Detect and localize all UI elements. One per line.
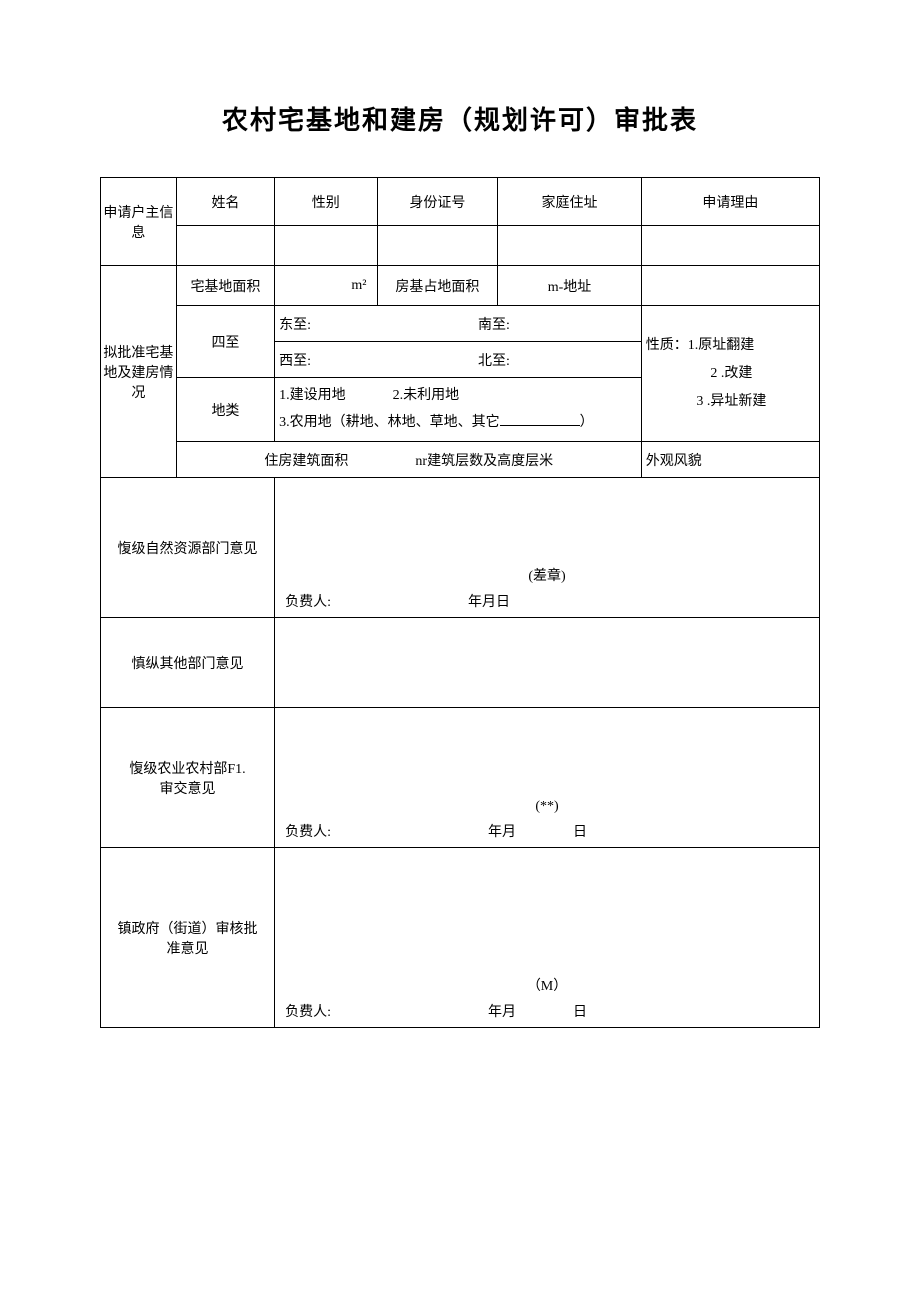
nature-3: 3 .异址新建 — [696, 394, 766, 409]
building-area-label: 住房建筑面积 — [264, 454, 348, 469]
natural-resources-date: 年月日 — [468, 595, 510, 610]
homestead-area-unit[interactable]: m² — [275, 266, 377, 306]
applicant-gender-label: 性别 — [275, 178, 377, 226]
house-area-blank[interactable] — [641, 266, 819, 306]
landtype-1: 1.建设用地 — [279, 388, 346, 403]
natural-resources-seal: (差章) — [281, 565, 813, 585]
proposed-section-label: 拟批准宅基地及建房情况 — [101, 266, 177, 478]
applicant-id-value[interactable] — [377, 226, 498, 266]
agri-rural-label-line2: 审交意见 — [103, 778, 272, 798]
floors-label: nr建筑层数及高度层米 — [415, 454, 553, 469]
nature-1: 1.原址翻建 — [688, 338, 755, 353]
agri-rural-date-ym: 年月 — [488, 825, 516, 840]
natural-resources-label: 愎级自然资源部门意见 — [101, 478, 275, 618]
house-area-label: 房基占地面积 — [377, 266, 498, 306]
landtype-2: 2.未利用地 — [393, 388, 460, 403]
agri-rural-date-d: 日 — [573, 825, 587, 840]
town-gov-seal: （M） — [281, 975, 813, 995]
natural-resources-signer: 负费人: — [285, 595, 331, 610]
applicant-section-label: 申请户主信息 — [101, 178, 177, 266]
south-label: 南至: — [478, 318, 510, 333]
west-label: 西至: — [279, 354, 311, 369]
applicant-id-label: 身份证号 — [377, 178, 498, 226]
landtype-3-prefix: 3.农用地（耕地、林地、草地、其它 — [279, 415, 500, 430]
sizhi-label: 四至 — [176, 306, 274, 378]
town-gov-opinion[interactable]: （M） 负费人: 年月 日 — [275, 848, 820, 1028]
nature-2: 2 .改建 — [710, 366, 752, 381]
applicant-reason-label: 申请理由 — [641, 178, 819, 226]
applicant-address-value[interactable] — [498, 226, 641, 266]
landtype-label: 地类 — [176, 378, 274, 442]
sizhi-east-south[interactable]: 东至: 南至: — [275, 306, 642, 342]
building-floors-cell[interactable]: 住房建筑面积 nr建筑层数及高度层米 — [176, 442, 641, 478]
page-title: 农村宅基地和建房（规划许可）审批表 — [100, 100, 820, 137]
landtype-3-suffix: ） — [580, 415, 594, 430]
town-gov-label: 镇政府（街道）审核批 准意见 — [101, 848, 275, 1028]
homestead-area-label: 宅基地面积 — [176, 266, 274, 306]
town-gov-date-ym: 年月 — [488, 1005, 516, 1020]
town-gov-label-line1: 镇政府（街道）审核批 — [103, 918, 272, 938]
house-area-value[interactable]: m-地址 — [498, 266, 641, 306]
agri-rural-label: 愎级农业农村部F1. 审交意见 — [101, 708, 275, 848]
agri-rural-seal: (**) — [281, 799, 813, 815]
other-depts-label: 慎纵其他部门意见 — [101, 618, 275, 708]
other-depts-opinion[interactable] — [275, 618, 820, 708]
appearance-label: 外观风貌 — [641, 442, 819, 478]
east-label: 东至: — [279, 318, 311, 333]
agri-rural-opinion[interactable]: (**) 负费人: 年月 日 — [275, 708, 820, 848]
applicant-name-label: 姓名 — [176, 178, 274, 226]
applicant-address-label: 家庭住址 — [498, 178, 641, 226]
north-label: 北至: — [478, 354, 510, 369]
applicant-gender-value[interactable] — [275, 226, 377, 266]
sizhi-west-north[interactable]: 西至: 北至: — [275, 342, 642, 378]
approval-form-table: 申请户主信息 姓名 性别 身份证号 家庭住址 申请理由 拟批准宅基地及建房情况 … — [100, 177, 820, 1028]
applicant-reason-value[interactable] — [641, 226, 819, 266]
town-gov-label-line2: 准意见 — [103, 938, 272, 958]
agri-rural-signer: 负费人: — [285, 825, 331, 840]
nature-cell[interactable]: 性质：1.原址翻建 2 .改建 3 .异址新建 — [641, 306, 819, 442]
town-gov-signer: 负费人: — [285, 1005, 331, 1020]
landtype-cell[interactable]: 1.建设用地 2.未利用地 3.农用地（耕地、林地、草地、其它 ） — [275, 378, 642, 442]
agri-rural-label-line1: 愎级农业农村部F1. — [103, 758, 272, 778]
applicant-name-value[interactable] — [176, 226, 274, 266]
town-gov-date-d: 日 — [573, 1005, 587, 1020]
natural-resources-opinion[interactable]: (差章) 负费人: 年月日 — [275, 478, 820, 618]
nature-label: 性质： — [646, 338, 688, 353]
